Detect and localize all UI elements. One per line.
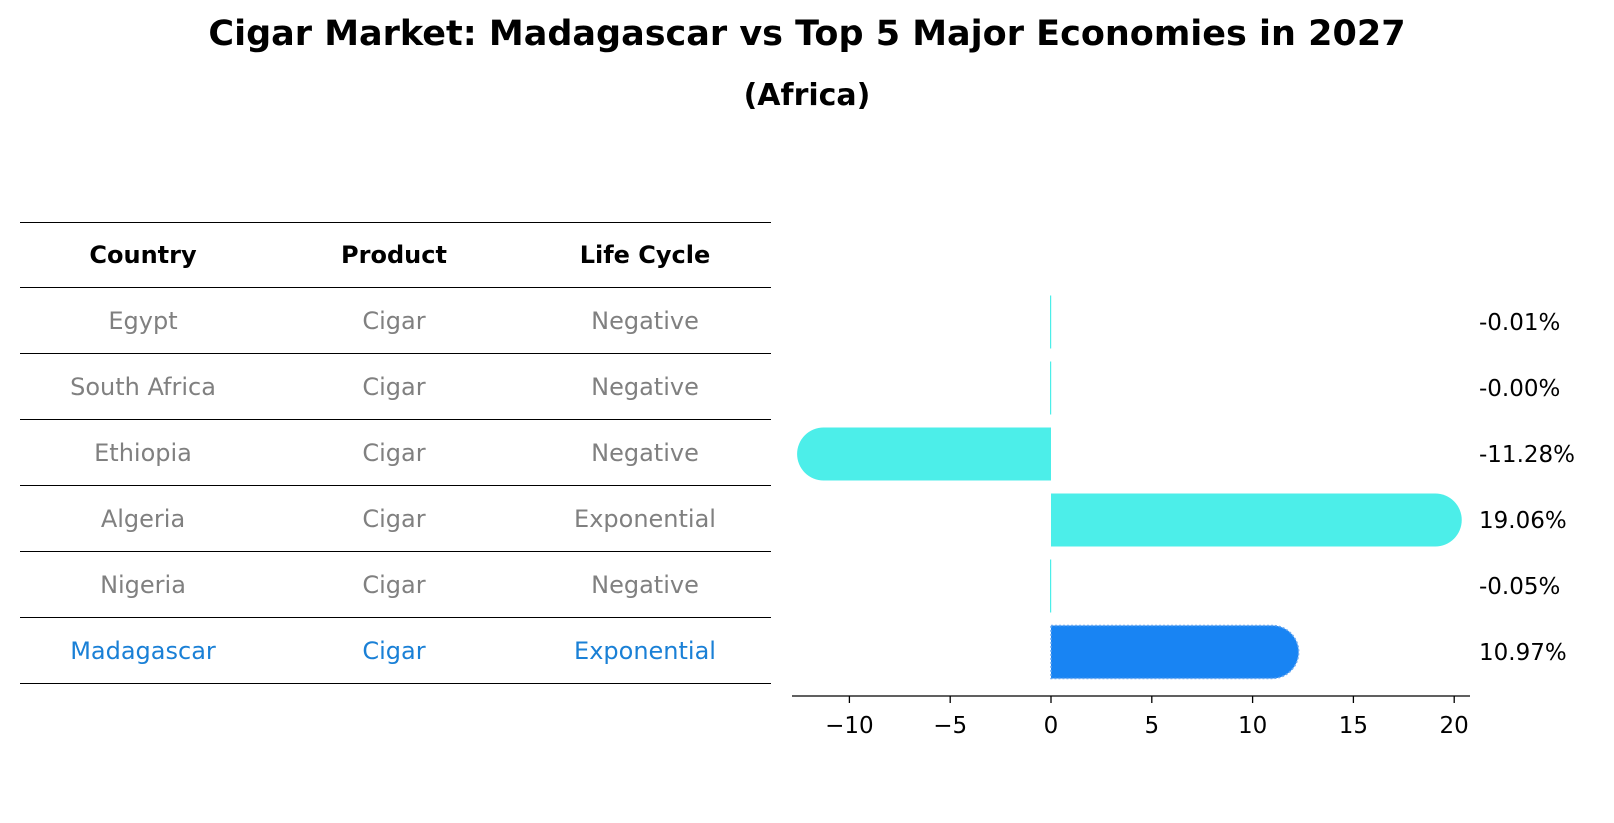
bar-egypt xyxy=(1050,295,1052,349)
life-cycle-cell: Negative xyxy=(591,438,699,467)
product-cell: Cigar xyxy=(362,570,426,599)
life-cycle-cell: Negative xyxy=(591,306,699,335)
life-cycle-cell: Exponential xyxy=(574,504,716,533)
product-cell: Cigar xyxy=(362,504,426,533)
value-label: -0.05% xyxy=(1479,574,1560,600)
column-header-product: Product xyxy=(341,241,447,269)
table-header-row: Country Product Life Cycle xyxy=(20,222,771,288)
bar-ethiopia xyxy=(797,427,1051,481)
bar-south-africa xyxy=(1050,361,1052,415)
chart-title: Cigar Market: Madagascar vs Top 5 Major … xyxy=(208,14,1406,54)
product-cell: Cigar xyxy=(362,306,426,335)
value-label: 10.97% xyxy=(1479,640,1567,666)
x-tick-label: 10 xyxy=(1238,713,1267,739)
x-tick-label: 15 xyxy=(1339,713,1368,739)
country-cell: South Africa xyxy=(70,372,216,401)
data-table: Country Product Life Cycle Egypt Cigar N… xyxy=(20,222,771,684)
value-label: -11.28% xyxy=(1479,442,1575,468)
value-label: -0.00% xyxy=(1479,376,1560,402)
x-tick-label: 0 xyxy=(1044,713,1059,739)
product-cell: Cigar xyxy=(362,372,426,401)
life-cycle-cell: Negative xyxy=(591,570,699,599)
product-cell: Cigar xyxy=(362,636,426,665)
chart-subtitle: (Africa) xyxy=(743,78,871,113)
table-row: Algeria Cigar Exponential xyxy=(20,486,771,552)
column-header-country: Country xyxy=(89,241,197,269)
bar-madagascar xyxy=(1050,624,1300,680)
x-tick-label: −5 xyxy=(933,713,967,739)
value-label: -0.01% xyxy=(1479,310,1560,336)
table-row-highlighted: Madagascar Cigar Exponential xyxy=(20,618,771,684)
value-label: 19.06% xyxy=(1479,508,1567,534)
life-cycle-cell: Negative xyxy=(591,372,699,401)
table-row: Egypt Cigar Negative xyxy=(20,288,771,354)
column-header-life-cycle: Life Cycle xyxy=(579,241,711,269)
table-row: Ethiopia Cigar Negative xyxy=(20,420,771,486)
x-tick-label: 5 xyxy=(1144,713,1159,739)
life-cycle-cell: Exponential xyxy=(574,636,716,665)
bar-nigeria xyxy=(1050,559,1052,613)
country-cell: Ethiopia xyxy=(94,438,192,467)
country-cell: Algeria xyxy=(100,504,186,533)
table-row: South Africa Cigar Negative xyxy=(20,354,771,420)
country-cell: Madagascar xyxy=(70,636,216,665)
table-row: Nigeria Cigar Negative xyxy=(20,552,771,618)
x-tick-label: −10 xyxy=(825,713,874,739)
bar-algeria xyxy=(1051,493,1462,547)
x-tick-label: 20 xyxy=(1440,713,1469,739)
product-cell: Cigar xyxy=(362,438,426,467)
country-cell: Nigeria xyxy=(100,570,186,599)
country-cell: Egypt xyxy=(108,306,178,335)
